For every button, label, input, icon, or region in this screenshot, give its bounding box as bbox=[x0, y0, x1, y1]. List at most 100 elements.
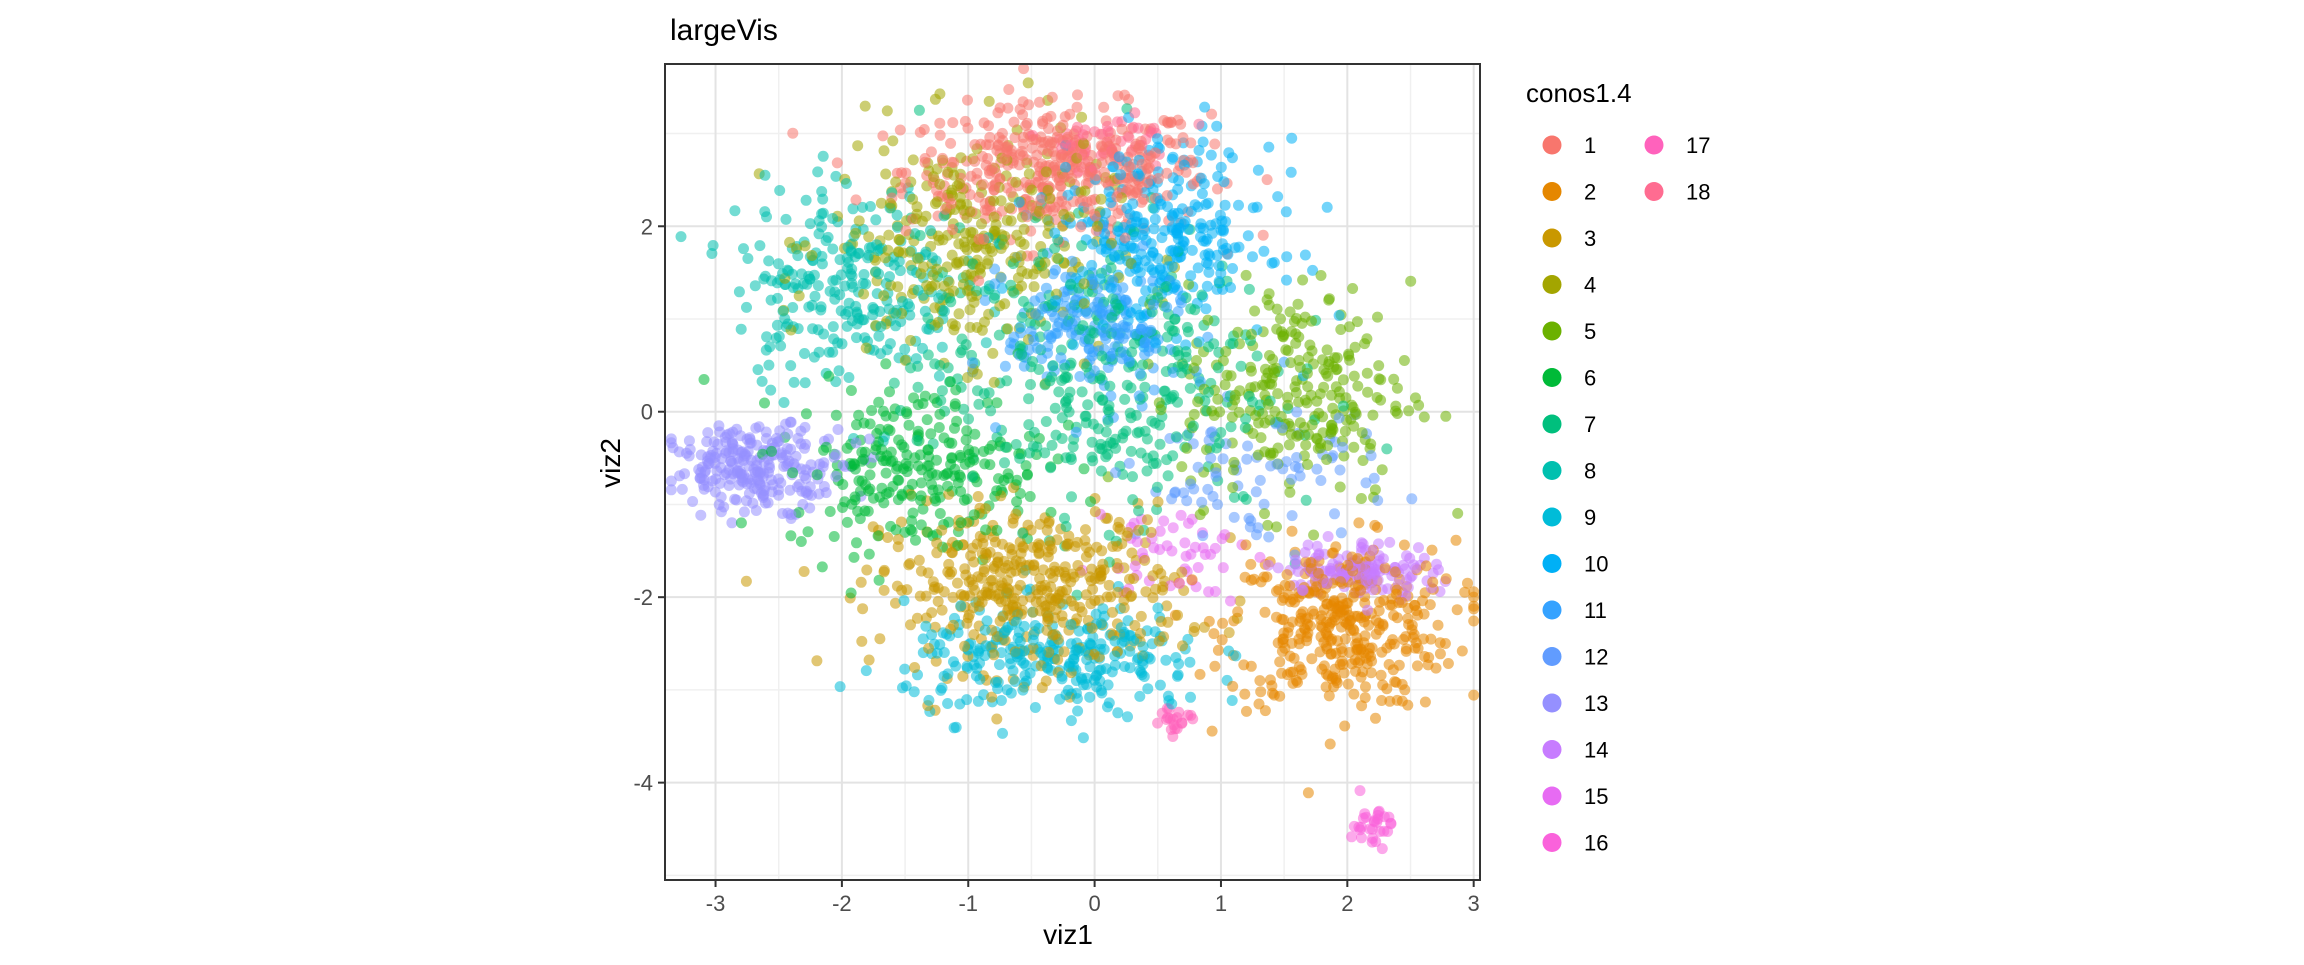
data-point-cluster-8 bbox=[782, 318, 794, 330]
data-point-cluster-2 bbox=[1239, 571, 1251, 583]
data-point-cluster-5 bbox=[1262, 398, 1274, 410]
data-point-cluster-3 bbox=[1107, 541, 1119, 552]
data-point-cluster-5 bbox=[1339, 425, 1351, 437]
data-point-cluster-5 bbox=[1234, 385, 1246, 397]
data-point-cluster-4 bbox=[890, 176, 902, 188]
data-point-cluster-6 bbox=[872, 530, 884, 542]
data-point-cluster-3 bbox=[1008, 606, 1020, 618]
data-point-cluster-2 bbox=[1276, 613, 1288, 625]
data-point-cluster-7 bbox=[1086, 436, 1098, 448]
data-point-cluster-2 bbox=[1434, 648, 1446, 660]
legend-label: 5 bbox=[1584, 319, 1596, 344]
data-point-cluster-10 bbox=[1196, 188, 1208, 200]
data-point-cluster-8 bbox=[892, 221, 903, 233]
data-point-cluster-3 bbox=[1061, 538, 1073, 550]
data-point-cluster-3 bbox=[1152, 496, 1164, 508]
data-point-cluster-11 bbox=[1129, 328, 1141, 340]
data-point-cluster-12 bbox=[1289, 461, 1301, 472]
data-point-cluster-2 bbox=[1318, 660, 1330, 672]
data-point-cluster-4 bbox=[907, 154, 919, 166]
data-point-cluster-10 bbox=[1131, 275, 1143, 287]
data-point-cluster-4 bbox=[934, 88, 946, 100]
data-point-cluster-4 bbox=[934, 178, 946, 190]
data-point-cluster-6 bbox=[866, 405, 878, 416]
data-point-cluster-7 bbox=[1039, 447, 1051, 459]
data-point-cluster-3 bbox=[1145, 526, 1157, 538]
data-point-cluster-8 bbox=[897, 296, 908, 307]
data-point-cluster-10 bbox=[1233, 241, 1245, 253]
data-point-cluster-10 bbox=[1105, 282, 1117, 294]
data-point-cluster-17 bbox=[1167, 713, 1179, 725]
data-point-cluster-7 bbox=[942, 362, 954, 374]
data-point-cluster-9 bbox=[948, 722, 960, 734]
data-point-cluster-6 bbox=[954, 449, 966, 461]
data-point-cluster-12 bbox=[1365, 450, 1377, 462]
data-point-cluster-14 bbox=[1367, 584, 1379, 596]
y-tick-label: 0 bbox=[641, 400, 653, 425]
data-point-cluster-7 bbox=[1049, 402, 1061, 414]
data-point-cluster-13 bbox=[723, 480, 735, 491]
data-point-cluster-8 bbox=[787, 302, 799, 313]
data-point-cluster-6 bbox=[917, 503, 929, 515]
legend-key bbox=[1542, 414, 1562, 434]
data-point-cluster-1 bbox=[1112, 208, 1124, 219]
data-point-cluster-11 bbox=[967, 357, 979, 369]
data-point-cluster-10 bbox=[1115, 169, 1127, 181]
data-point-cluster-8 bbox=[813, 228, 825, 240]
data-point-cluster-3 bbox=[740, 575, 752, 587]
data-point-cluster-1 bbox=[973, 275, 985, 287]
data-point-cluster-1 bbox=[948, 157, 960, 168]
data-point-cluster-1 bbox=[1045, 110, 1057, 122]
data-point-cluster-9 bbox=[994, 659, 1005, 671]
data-point-cluster-10 bbox=[1220, 216, 1232, 228]
data-point-cluster-3 bbox=[895, 516, 907, 528]
data-point-cluster-7 bbox=[1016, 348, 1028, 360]
data-point-cluster-11 bbox=[1137, 240, 1149, 252]
data-point-cluster-8 bbox=[820, 235, 832, 247]
legend-item-7: 7 bbox=[1542, 412, 1596, 437]
data-point-cluster-1 bbox=[1027, 134, 1039, 146]
data-point-cluster-3 bbox=[1177, 640, 1188, 652]
data-point-cluster-2 bbox=[1373, 624, 1385, 636]
data-point-cluster-9 bbox=[1068, 660, 1079, 672]
data-point-cluster-10 bbox=[1252, 164, 1264, 176]
data-point-cluster-4 bbox=[931, 263, 943, 275]
data-point-cluster-7 bbox=[1056, 412, 1068, 424]
legend-label: 17 bbox=[1686, 133, 1710, 158]
data-point-cluster-4 bbox=[943, 276, 955, 288]
data-point-cluster-5 bbox=[1275, 411, 1287, 422]
legend-label: 10 bbox=[1584, 552, 1608, 577]
data-point-cluster-6 bbox=[943, 516, 955, 528]
data-point-cluster-18 bbox=[1102, 125, 1114, 137]
data-point-cluster-13 bbox=[665, 484, 677, 496]
data-point-cluster-3 bbox=[978, 566, 990, 578]
data-point-cluster-7 bbox=[1023, 393, 1035, 405]
data-point-cluster-6 bbox=[915, 477, 927, 489]
data-point-cluster-7 bbox=[1212, 362, 1224, 374]
data-point-cluster-6 bbox=[885, 456, 897, 468]
data-point-cluster-12 bbox=[1329, 508, 1340, 520]
data-point-cluster-9 bbox=[997, 727, 1008, 739]
data-point-cluster-2 bbox=[1370, 712, 1381, 724]
data-point-cluster-2 bbox=[1350, 665, 1361, 677]
data-point-cluster-5 bbox=[1302, 459, 1313, 470]
data-point-cluster-7 bbox=[1000, 441, 1011, 453]
data-point-cluster-14 bbox=[1397, 559, 1409, 571]
data-point-cluster-13 bbox=[738, 506, 750, 518]
data-point-cluster-1 bbox=[1257, 229, 1269, 241]
data-point-cluster-14 bbox=[1413, 542, 1424, 554]
data-point-cluster-3 bbox=[1034, 539, 1046, 551]
data-point-cluster-11 bbox=[1070, 426, 1082, 438]
legend-label: 9 bbox=[1584, 505, 1596, 530]
data-point-cluster-4 bbox=[998, 238, 1010, 250]
data-point-cluster-4 bbox=[799, 240, 811, 252]
data-point-cluster-8 bbox=[834, 289, 846, 301]
data-point-cluster-2 bbox=[1440, 573, 1452, 585]
data-point-cluster-13 bbox=[775, 447, 787, 459]
data-point-cluster-13 bbox=[782, 507, 794, 519]
data-point-cluster-8 bbox=[841, 320, 853, 332]
data-point-cluster-3 bbox=[1080, 524, 1091, 536]
data-point-cluster-7 bbox=[955, 347, 967, 359]
data-point-cluster-7 bbox=[936, 385, 948, 397]
data-point-cluster-2 bbox=[1468, 689, 1480, 701]
